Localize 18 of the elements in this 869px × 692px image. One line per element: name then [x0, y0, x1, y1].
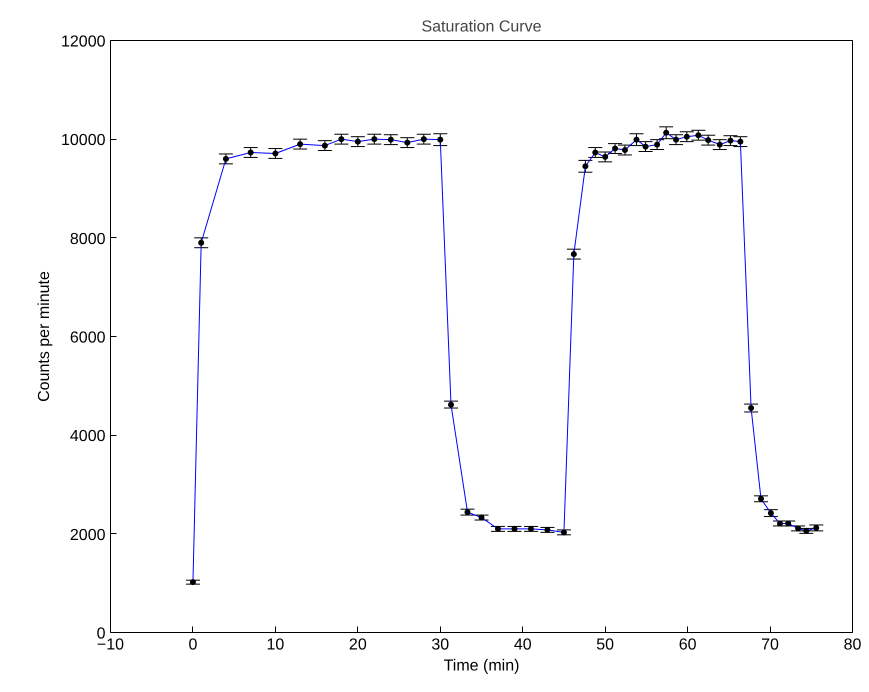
- y-tick-label: 2000: [70, 526, 106, 544]
- x-tick-label: 10: [266, 636, 284, 654]
- x-tick-label: 60: [678, 636, 697, 654]
- chart-title: Saturation Curve: [421, 18, 542, 36]
- y-axis-title: Counts per minute: [36, 271, 54, 402]
- x-axis-title: Time (min): [444, 658, 520, 674]
- x-tick-label: 30: [431, 636, 450, 654]
- x-tick-label: 20: [348, 636, 367, 654]
- x-tick-label: 40: [514, 636, 532, 654]
- x-tick-label: 70: [761, 636, 780, 654]
- y-tick-label: 10000: [61, 132, 106, 150]
- y-tick-label: 4000: [70, 428, 106, 446]
- x-tick-label: 0: [188, 636, 198, 654]
- y-tick-label: 12000: [61, 34, 106, 50]
- y-tick-label: 6000: [70, 330, 106, 346]
- x-tick-label: 50: [596, 636, 614, 654]
- x-tick-label: 80: [844, 636, 862, 654]
- y-tick-label: 8000: [70, 230, 106, 248]
